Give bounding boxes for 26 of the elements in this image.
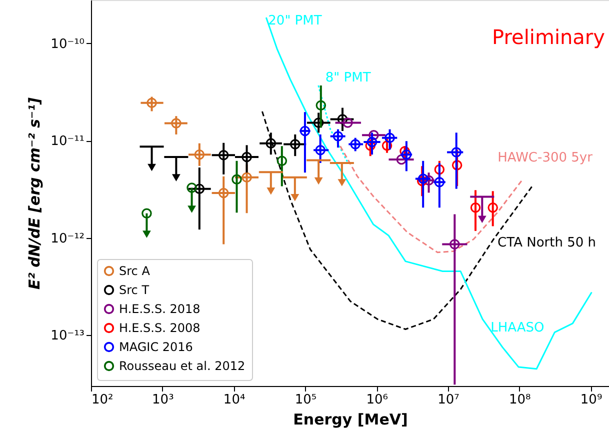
x-axis-title: Energy [MeV] bbox=[293, 410, 408, 428]
y-tick-label: 10⁻¹¹ bbox=[50, 134, 84, 150]
legend-label: MAGIC 2016 bbox=[119, 340, 193, 354]
x-tick-label: 10⁷ bbox=[438, 392, 460, 408]
x-tick-label: 10⁸ bbox=[508, 392, 531, 408]
legend-label: H.E.S.S. 2018 bbox=[119, 302, 200, 316]
y-tick-label: 10⁻¹⁰ bbox=[50, 36, 84, 52]
y-tick-label: 10⁻¹² bbox=[50, 231, 84, 246]
series-label: 8" PMT bbox=[325, 70, 371, 86]
y-tick-label: 10⁻¹³ bbox=[50, 328, 84, 344]
text: HAWC-300 5yr bbox=[498, 150, 594, 166]
x-tick-label: 10⁶ bbox=[366, 392, 388, 408]
y-axis-title: E² dN/dE [erg cm⁻² s⁻¹] bbox=[26, 97, 44, 290]
series-label: LHAASO bbox=[490, 320, 544, 336]
x-tick-label: 10⁵ bbox=[294, 392, 317, 408]
x-tick-label: 10⁹ bbox=[580, 392, 602, 408]
legend-label: H.E.S.S. 2008 bbox=[119, 321, 200, 335]
x-tick-label: 10² bbox=[92, 392, 114, 408]
x-tick-label: 10³ bbox=[152, 392, 174, 408]
x-tick-label: 10⁴ bbox=[223, 392, 246, 408]
legend-label: Src T bbox=[119, 283, 150, 297]
series-label: CTA North 50 h bbox=[498, 235, 596, 250]
legend-label: Rousseau et al. 2012 bbox=[119, 359, 246, 373]
annotation: Preliminary bbox=[492, 25, 606, 49]
annotation: 20" PMT bbox=[268, 14, 322, 28]
legend-label: Src A bbox=[119, 264, 151, 278]
